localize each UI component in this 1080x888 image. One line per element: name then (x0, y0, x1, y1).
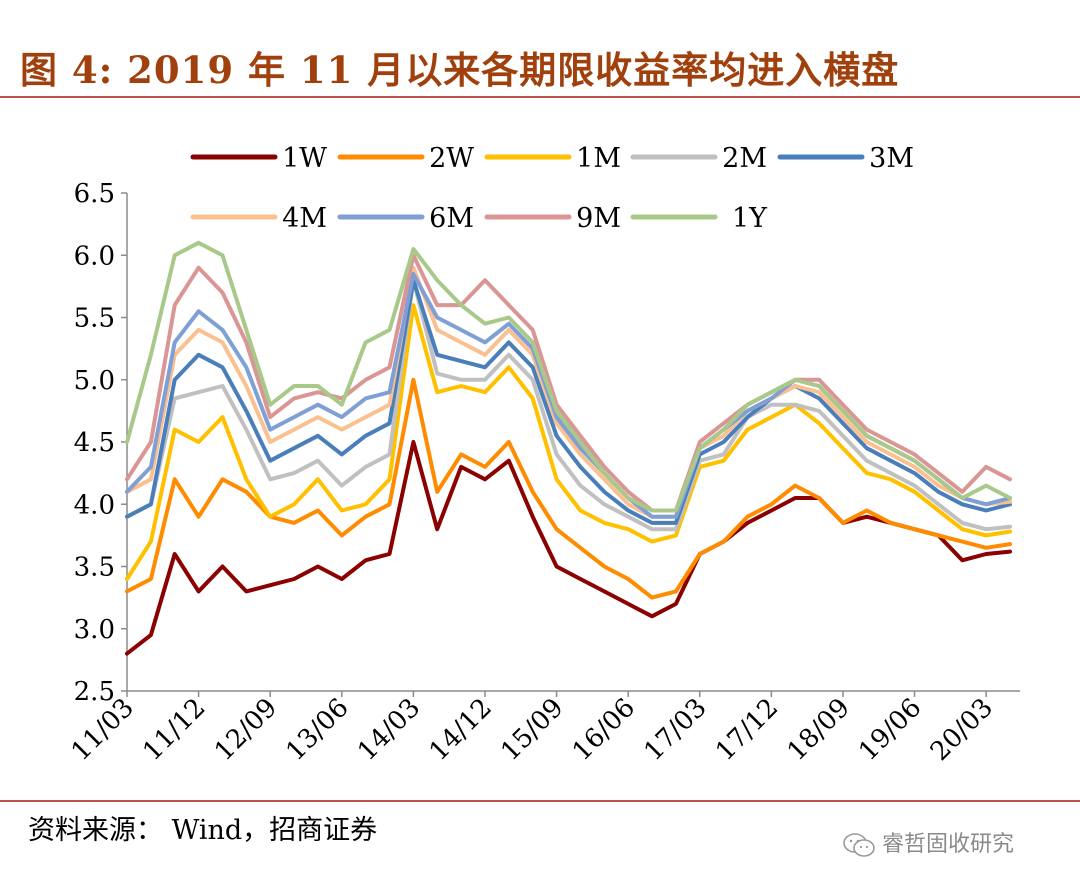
y-tick-label: 6.5 (74, 179, 115, 209)
x-tick-label: 17/03 (639, 693, 713, 767)
y-tick-label: 3.5 (74, 553, 115, 583)
y-tick-label: 6.0 (74, 241, 115, 271)
legend-label-9m: 9M (576, 203, 621, 234)
legend-label-3m: 3M (869, 143, 914, 174)
series-line-2m (125, 278, 1012, 532)
x-tick-label: 15/09 (495, 693, 569, 767)
y-axis: 2.5 3.0 3.5 4.0 4.5 5.0 5.5 6.0 6.5 (74, 179, 128, 707)
legend-label-1w: 1W (282, 143, 327, 174)
x-tick-label: 19/06 (853, 693, 927, 767)
legend-label-2m: 2M (722, 143, 767, 174)
x-tick-label: 13/06 (281, 693, 355, 767)
source-rule (0, 800, 1080, 802)
series-line-2w (125, 377, 1012, 600)
y-tick-label: 4.5 (74, 428, 115, 458)
x-tick-label: 14/12 (424, 693, 498, 767)
y-tick-label: 5.0 (74, 366, 115, 396)
series-line-6m (125, 271, 1012, 519)
watermark: 睿哲固收研究 (842, 826, 1014, 858)
series-line-9m (125, 253, 1012, 513)
y-tick-label: 3.0 (74, 615, 115, 645)
yield-line-chart: 2.5 3.0 3.5 4.0 4.5 5.0 5.5 6.0 6.5 11/0311/1212… (66, 143, 1020, 767)
x-tick-label: 12/09 (209, 693, 283, 767)
y-tick-label: 5.5 (74, 304, 115, 334)
x-tick-label: 20/03 (925, 693, 999, 767)
x-tick-label: 18/09 (782, 693, 856, 767)
series-line-1y (125, 240, 1012, 513)
y-tick-label: 4.0 (74, 490, 115, 520)
x-tick-label: 16/06 (567, 693, 641, 767)
legend: 1W 2W 1M 2M 3M 4M 6M 9M 1Y (190, 143, 914, 234)
legend-label-6m: 6M (429, 203, 474, 234)
x-tick-label: 11/12 (137, 693, 211, 767)
source-note: 资料来源： Wind，招商证券 (28, 815, 378, 846)
x-tick-label: 17/12 (710, 693, 784, 767)
y-tick-label: 2.5 (74, 677, 115, 707)
series-line-1w (125, 440, 1012, 656)
series-line-4m (125, 265, 1012, 519)
legend-label-1m: 1M (576, 143, 621, 174)
x-tick-label: 14/03 (352, 693, 426, 767)
series-line-1m (125, 303, 1012, 581)
figure-title: 图 4: 2019 年 11 月以来各期限收益率均进入横盘 (20, 48, 900, 92)
legend-label-4m: 4M (282, 203, 327, 234)
title-underline (0, 96, 1080, 98)
watermark-text: 睿哲固收研究 (882, 832, 1015, 857)
series-line-3m (125, 278, 1012, 525)
legend-label-1y: 1Y (732, 203, 768, 234)
wechat-icon (843, 833, 875, 857)
series-layer (125, 240, 1012, 656)
legend-label-2w: 2W (429, 143, 474, 174)
x-axis: 11/0311/1212/0913/0614/0314/1215/0916/06… (66, 690, 1020, 767)
